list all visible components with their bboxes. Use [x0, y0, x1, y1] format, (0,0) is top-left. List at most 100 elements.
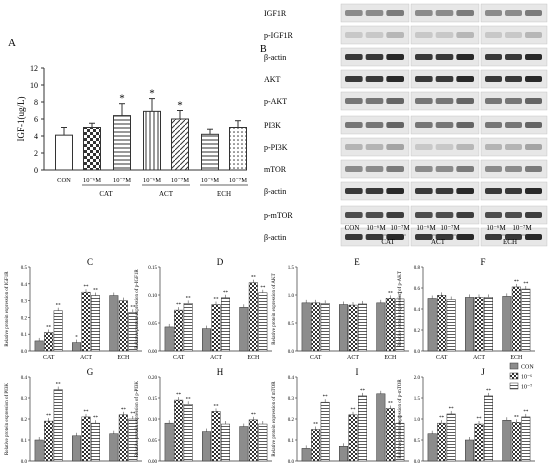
blot-band	[435, 54, 454, 60]
panel-y-tick-label: 0.0	[21, 350, 28, 355]
blot-band	[505, 76, 522, 82]
panel-significance: **	[176, 303, 182, 308]
panel-y-tick-label: 0.15	[148, 397, 157, 402]
legend-swatch	[509, 372, 519, 380]
blot-band	[345, 188, 363, 194]
panel-a-group-label: ECH	[217, 190, 231, 198]
panel-a-y-tick-label: 12	[30, 64, 38, 73]
panel-significance: *	[75, 336, 78, 341]
panel-y-tick-label: 0.2	[21, 316, 28, 321]
blot-band	[365, 234, 384, 240]
panel-letter: I	[356, 367, 359, 377]
blot-band	[456, 212, 474, 218]
blot-row-label: p-IGF1R	[264, 31, 294, 40]
blot-band	[365, 10, 384, 16]
panel-bar	[258, 423, 268, 462]
blot-row-label: p-PI3K	[264, 143, 288, 152]
blot-strip	[480, 137, 548, 157]
blot-band	[345, 98, 363, 104]
panel-letter: E	[354, 257, 360, 267]
blot-band	[415, 212, 433, 218]
panel-significance: **	[477, 417, 483, 422]
panel-bar	[301, 448, 311, 462]
panel-bar	[395, 422, 405, 462]
panel-significance: **	[388, 402, 394, 407]
panel-letter: G	[87, 367, 94, 377]
panel-a-y-tick-label: 0	[34, 166, 38, 175]
panel-b-letter: B	[260, 44, 267, 55]
panel-j-chart: J Relative protein expression of p-mTOR 0.…	[398, 367, 535, 465]
panel-bar	[339, 304, 348, 352]
panel-x-label: ECH	[117, 355, 130, 361]
panel-y-tick-label: 0.00	[148, 460, 157, 465]
panel-y-tick-label: 0.3	[21, 300, 28, 305]
panel-a-y-label: IGF-1(ug/L)	[16, 97, 26, 142]
panel-bar	[385, 408, 395, 462]
blot-strip	[410, 159, 480, 179]
panel-significance: **	[313, 423, 319, 428]
panel-bar	[221, 297, 230, 352]
blot-band	[415, 32, 433, 38]
blot-band	[365, 54, 384, 60]
panel-bar	[301, 302, 311, 352]
panel-a-group-label: CAT	[99, 190, 113, 198]
blot-band	[386, 76, 404, 82]
panel-y-tick-label: 0.4	[288, 376, 295, 381]
panel-y-tick-label: 0.0	[414, 460, 421, 465]
blot-band	[386, 32, 404, 38]
panel-a-letter: A	[8, 37, 16, 49]
panel-bar	[53, 310, 63, 352]
panel-bar	[34, 439, 44, 462]
blot-band	[525, 234, 542, 240]
panel-significance: **	[486, 389, 492, 394]
panel-significance: **	[514, 280, 520, 285]
panel-bar	[44, 332, 54, 352]
panel-letter: H	[217, 367, 224, 377]
panel-bar	[174, 399, 184, 462]
panel-h-chart: H Relative protein expression of p-PI3K 0.…	[135, 367, 272, 465]
panel-y-tick-label: 0.10	[148, 294, 157, 299]
blot-lane-label: 10⁻⁷M	[512, 224, 532, 232]
panel-a-x-label: 10⁻⁷M	[113, 177, 131, 184]
panel-bar	[221, 423, 230, 462]
panel-bar	[118, 414, 128, 462]
blot-band	[345, 76, 363, 82]
panel-a-x-label: CON	[57, 177, 71, 184]
panel-bar	[109, 295, 119, 352]
blot-band	[415, 234, 433, 240]
panel-bar	[118, 300, 128, 352]
panel-x-label: CAT	[436, 355, 448, 361]
panel-significance: **	[523, 410, 529, 415]
panel-a-y-tick-label: 2	[34, 149, 38, 158]
panel-significance: **	[93, 289, 99, 294]
blot-strip	[480, 25, 548, 45]
panel-bar	[311, 302, 321, 352]
panel-significance: **	[46, 326, 52, 331]
panel-y-tick-label: 0.1	[21, 439, 28, 444]
blot-band	[415, 122, 433, 128]
panel-significance: **	[130, 305, 136, 310]
panel-y-tick-label: 0.0	[288, 350, 295, 355]
blot-lane-label: 10⁻⁷M	[440, 224, 460, 232]
legend-label: 10⁻⁷	[521, 385, 532, 391]
panel-bar	[358, 303, 367, 352]
blot-band	[435, 76, 454, 82]
panel-significance: **	[514, 415, 520, 420]
panel-significance: **	[351, 408, 357, 413]
blot-band	[435, 234, 454, 240]
blot-band	[456, 54, 474, 60]
blot-strip	[340, 25, 410, 45]
panel-x-label: ECH	[384, 355, 397, 361]
panel-bar	[502, 420, 512, 462]
blot-band	[505, 54, 522, 60]
blot-band	[485, 212, 502, 218]
panel-y-tick-label: 0.0	[21, 460, 28, 465]
panel-y-tick-label: 0.3	[288, 397, 295, 402]
panel-a-bar	[171, 118, 189, 171]
panel-bar	[521, 416, 531, 462]
panel-bar	[521, 288, 531, 352]
panel-x-label: CAT	[310, 355, 322, 361]
panel-bar	[248, 282, 258, 352]
blot-band	[525, 144, 542, 150]
panel-significance: **	[360, 389, 366, 394]
